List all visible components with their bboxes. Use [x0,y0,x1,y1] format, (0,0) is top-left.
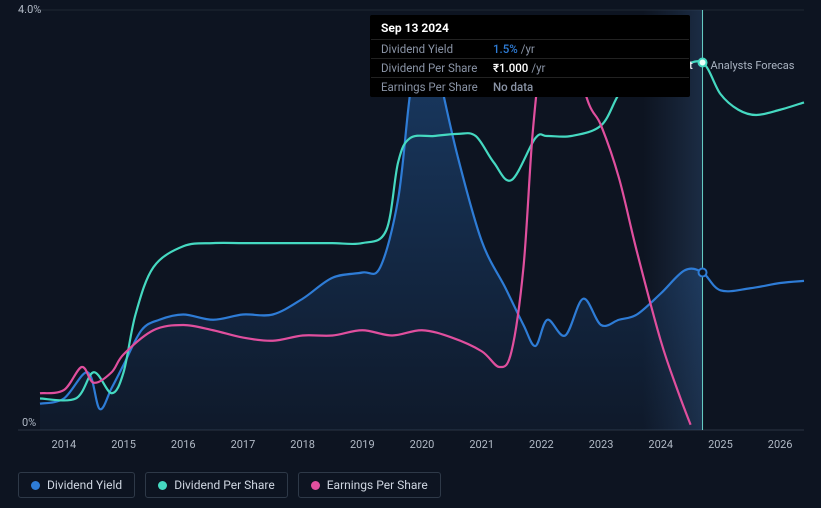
legend-item-dividend-per-share[interactable]: Dividend Per Share [145,472,288,498]
x-axis-label: 2020 [410,438,435,451]
marker-dividend-yield [699,269,707,277]
legend-dot-icon [158,481,167,490]
chart-root: 0% 4.0% 2014 2015 2016 2017 2018 2019 2020 2021… [0,0,821,508]
x-axis-label: 2025 [708,438,733,451]
x-axis-label: 2022 [529,438,554,451]
legend-item-earnings-per-share[interactable]: Earnings Per Share [298,472,441,498]
tooltip: Sep 13 2024 Dividend Yield1.5%/yrDividen… [370,15,690,97]
tooltip-value: ₹1.000 [493,61,528,75]
x-axis-label: 2018 [290,438,315,451]
marker-dividend-per-share [699,59,707,67]
legend-dot-icon [31,481,40,490]
phase-label-forecast: Analysts Forecas [711,59,795,72]
tooltip-label: Dividend Per Share [381,61,493,75]
y-axis-label: 4.0% [18,3,41,16]
tooltip-unit: /yr [531,61,545,75]
tooltip-row: Dividend Per Share₹1.000/yr [371,58,689,77]
x-axis-label: 2014 [52,438,77,451]
legend-label: Dividend Per Share [174,478,275,492]
tooltip-label: Dividend Yield [381,42,493,56]
tooltip-unit: /yr [521,42,535,56]
x-axis-label: 2016 [171,438,196,451]
y-axis-label: 0% [22,416,36,429]
legend-item-dividend-yield[interactable]: Dividend Yield [18,472,135,498]
tooltip-value: No data [493,80,533,94]
legend-label: Dividend Yield [47,478,122,492]
tooltip-row: Earnings Per ShareNo data [371,77,689,96]
tooltip-value: 1.5% [493,42,518,56]
tooltip-title: Sep 13 2024 [371,16,689,39]
legend-label: Earnings Per Share [327,478,428,492]
x-axis-label: 2023 [589,438,614,451]
x-axis-label: 2019 [350,438,375,451]
x-axis-label: 2026 [768,438,793,451]
x-axis-label: 2015 [111,438,136,451]
legend-dot-icon [311,481,320,490]
x-axis-label: 2017 [231,438,256,451]
x-axis-label: 2021 [469,438,494,451]
tooltip-label: Earnings Per Share [381,80,493,94]
tooltip-row: Dividend Yield1.5%/yr [371,39,689,58]
x-axis-label: 2024 [648,438,673,451]
legend: Dividend Yield Dividend Per Share Earnings… [18,472,441,498]
